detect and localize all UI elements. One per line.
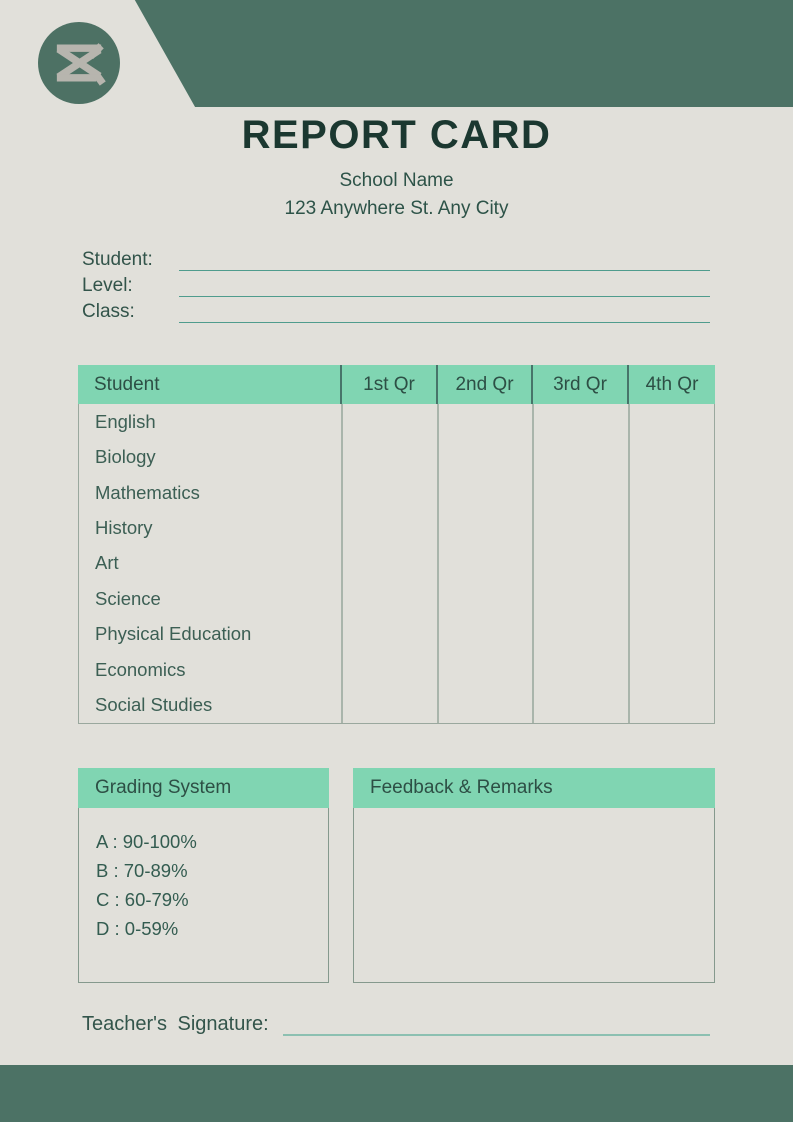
grade-cell[interactable] xyxy=(532,652,628,688)
grade-cell[interactable] xyxy=(628,510,714,546)
grade-cell[interactable] xyxy=(437,474,532,511)
subject-label: Social Studies xyxy=(95,694,213,716)
signature-section: Teacher's Signature: xyxy=(82,1012,710,1036)
table-body: English Biology Mathematics xyxy=(78,404,715,724)
table-row: Art xyxy=(79,545,714,582)
grade-cell[interactable] xyxy=(532,404,628,440)
student-field-row: Student: xyxy=(82,245,710,271)
grading-entry-c: C : 60-79% xyxy=(96,889,189,910)
grade-cell[interactable] xyxy=(532,510,628,546)
grade-cell[interactable] xyxy=(532,545,628,582)
column-header-4th-qr: 4th Qr xyxy=(627,365,715,404)
grade-cell[interactable] xyxy=(341,652,437,688)
subject-label: Mathematics xyxy=(95,481,200,503)
level-field-row: Level: xyxy=(82,271,710,297)
grade-cell[interactable] xyxy=(341,474,437,511)
table-row: Science xyxy=(79,581,714,617)
grading-system-header: Grading System xyxy=(78,768,329,808)
grade-cell[interactable] xyxy=(628,474,714,511)
grade-cell[interactable] xyxy=(532,687,628,723)
teacher-signature-label: Teacher's Signature: xyxy=(82,1013,269,1035)
column-header-1st-qr: 1st Qr xyxy=(340,365,436,404)
table-row: Biology xyxy=(79,439,714,475)
column-header-3rd-qr: 3rd Qr xyxy=(531,365,627,404)
grade-cell[interactable] xyxy=(437,581,532,617)
school-address: 123 Anywhere St. Any City xyxy=(284,198,509,219)
subject-label: Science xyxy=(95,587,161,609)
table-row: English xyxy=(79,404,714,440)
grade-cell[interactable] xyxy=(341,545,437,582)
student-field-input-line[interactable] xyxy=(179,249,710,271)
grading-entry-a: A : 90-100% xyxy=(96,831,197,852)
grade-cell[interactable] xyxy=(532,439,628,475)
grade-cell[interactable] xyxy=(628,545,714,582)
grade-cell[interactable] xyxy=(341,616,437,653)
table-row: Mathematics xyxy=(79,474,714,511)
column-header-2nd-qr: 2nd Qr xyxy=(436,365,531,404)
feedback-remarks-box: Feedback & Remarks xyxy=(353,768,715,983)
grade-cell[interactable] xyxy=(532,616,628,653)
capcut-logo-icon xyxy=(38,22,120,104)
subject-label: Economics xyxy=(95,658,186,680)
grading-entry-b: B : 70-89% xyxy=(96,860,188,881)
subject-label: History xyxy=(95,517,153,539)
table-row: Physical Education xyxy=(79,616,714,653)
grade-cell[interactable] xyxy=(437,616,532,653)
table-row: History xyxy=(79,510,714,546)
grade-cell[interactable] xyxy=(437,510,532,546)
teacher-signature-input-line[interactable] xyxy=(282,1012,710,1036)
grade-cell[interactable] xyxy=(437,439,532,475)
table-header-row: Student 1st Qr 2nd Qr 3rd Qr 4th Qr xyxy=(78,365,715,404)
grade-cell[interactable] xyxy=(532,474,628,511)
feedback-remarks-header: Feedback & Remarks xyxy=(353,768,715,808)
class-field-row: Class: xyxy=(82,297,710,323)
class-field-label: Class: xyxy=(82,301,135,322)
grade-cell[interactable] xyxy=(341,439,437,475)
grade-cell[interactable] xyxy=(628,404,714,440)
grading-system-box: Grading System A : 90-100% B : 70-89% C … xyxy=(78,768,329,983)
grade-cell[interactable] xyxy=(341,510,437,546)
grade-cell[interactable] xyxy=(628,652,714,688)
grade-cell[interactable] xyxy=(532,581,628,617)
level-field-input-line[interactable] xyxy=(179,275,710,297)
subject-label: Physical Education xyxy=(95,623,252,645)
grade-cell[interactable] xyxy=(437,652,532,688)
column-header-student: Student xyxy=(94,373,160,395)
grade-cell[interactable] xyxy=(341,687,437,723)
level-field-label: Level: xyxy=(82,275,133,296)
footer-bar xyxy=(0,1065,793,1122)
grade-cell[interactable] xyxy=(437,404,532,440)
feedback-content-area[interactable] xyxy=(353,808,715,983)
subject-label: English xyxy=(95,410,156,432)
table-row: Social Studies xyxy=(79,687,714,723)
class-field-input-line[interactable] xyxy=(179,301,710,323)
subject-label: Art xyxy=(95,552,119,574)
grade-cell[interactable] xyxy=(437,687,532,723)
table-row: Economics xyxy=(79,652,714,688)
grading-entry-d: D : 0-59% xyxy=(96,918,179,939)
student-info-section: Student: Level: Class: xyxy=(82,245,710,323)
grade-cell[interactable] xyxy=(341,581,437,617)
school-name: School Name xyxy=(339,170,454,191)
grade-cell[interactable] xyxy=(628,687,714,723)
grading-system-body: A : 90-100% B : 70-89% C : 60-79% D : 0-… xyxy=(78,808,329,983)
grade-cell[interactable] xyxy=(628,439,714,475)
student-field-label: Student: xyxy=(82,249,153,270)
grade-cell[interactable] xyxy=(341,404,437,440)
header-banner-shape xyxy=(134,0,793,107)
grade-cell[interactable] xyxy=(628,581,714,617)
grades-table: Student 1st Qr 2nd Qr 3rd Qr 4th Qr Engl… xyxy=(78,365,715,724)
grade-cell[interactable] xyxy=(437,545,532,582)
subject-label: Biology xyxy=(95,446,156,468)
grade-cell[interactable] xyxy=(628,616,714,653)
page-title: REPORT CARD xyxy=(241,113,552,157)
